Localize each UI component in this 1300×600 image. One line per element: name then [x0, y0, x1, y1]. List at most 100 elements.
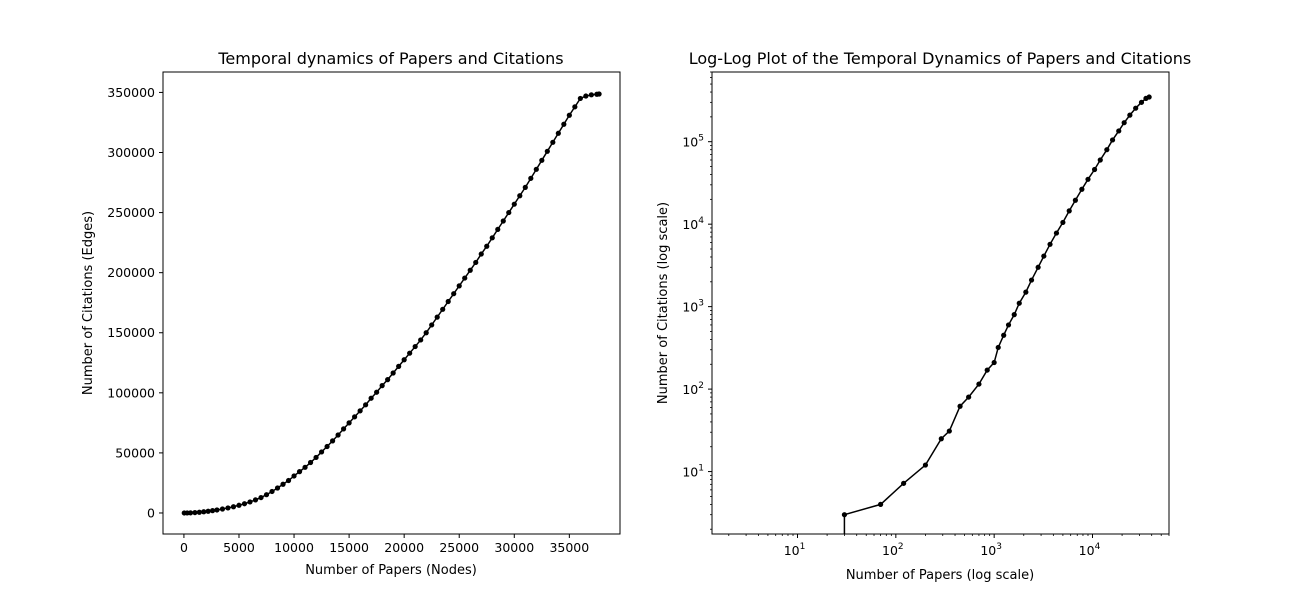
- loglog-data-point: [1097, 157, 1103, 163]
- linear-data-point: [258, 494, 264, 501]
- loglog-x-tick-exponent: 2: [898, 542, 904, 552]
- linear-data-point: [445, 298, 451, 305]
- loglog-data-point: [1001, 332, 1007, 338]
- linear-y-tick-label: 300000: [107, 145, 155, 160]
- loglog-data-point: [1109, 137, 1116, 143]
- linear-data-point: [462, 275, 468, 281]
- loglog-data-point: [1121, 120, 1127, 126]
- loglog-x-tick-base: 10: [1079, 543, 1095, 558]
- linear-data-point: [285, 477, 292, 484]
- linear-x-tick-label: 10000: [274, 540, 314, 555]
- loglog-y-tick-label: 101: [682, 464, 704, 480]
- loglog-y-tick-label: 103: [682, 299, 704, 315]
- linear-data-point: [335, 432, 341, 438]
- loglog-data-point: [1104, 147, 1110, 153]
- linear-chart-series: [181, 91, 602, 516]
- linear-data-point: [390, 370, 396, 376]
- linear-data-point: [346, 420, 352, 426]
- linear-data-point: [484, 243, 490, 249]
- linear-x-tick-label: 35000: [549, 540, 589, 555]
- linear-data-point: [340, 426, 347, 432]
- loglog-data-point: [1005, 322, 1012, 328]
- loglog-data-point: [1127, 112, 1133, 118]
- linear-data-point: [500, 218, 506, 224]
- linear-x-tick-label: 0: [180, 540, 188, 555]
- linear-data-point: [588, 92, 594, 98]
- loglog-data-point: [1028, 277, 1035, 283]
- linear-data-point: [401, 357, 407, 363]
- loglog-data-point: [1072, 197, 1078, 203]
- linear-data-point: [225, 505, 231, 511]
- linear-data-point: [478, 251, 484, 257]
- linear-data-point: [596, 91, 602, 97]
- loglog-x-tick-label: 101: [784, 542, 806, 558]
- loglog-data-point: [1035, 264, 1041, 270]
- linear-data-point: [363, 402, 369, 408]
- linear-data-point: [269, 488, 275, 495]
- linear-data-point: [274, 485, 281, 491]
- linear-x-axis-label: Number of Papers (Nodes): [305, 563, 477, 578]
- loglog-y-tick-base: 10: [682, 465, 698, 480]
- loglog-data-point: [938, 436, 944, 442]
- linear-data-point: [418, 337, 424, 343]
- loglog-data-point: [878, 501, 884, 507]
- loglog-data-point: [1016, 300, 1022, 306]
- linear-y-axis-label: Number of Citations (Edges): [81, 211, 96, 395]
- linear-data-point: [291, 473, 297, 479]
- loglog-chart: Log-Log Plot of the Temporal Dynamics of…: [656, 49, 1191, 583]
- linear-data-point: [236, 502, 242, 508]
- linear-data-point: [522, 184, 528, 190]
- loglog-data-point: [922, 462, 929, 468]
- linear-data-point: [209, 508, 216, 514]
- linear-data-point: [412, 343, 418, 350]
- linear-data-point: [280, 481, 286, 487]
- linear-data-point: [263, 492, 270, 498]
- linear-data-point: [296, 469, 303, 475]
- loglog-x-tick-label: 103: [980, 542, 1002, 558]
- loglog-x-tick-exponent: 1: [800, 542, 806, 552]
- linear-x-tick-label: 15000: [329, 540, 369, 555]
- linear-data-point: [495, 226, 501, 233]
- linear-data-point: [583, 93, 589, 99]
- loglog-data-point: [946, 428, 952, 434]
- loglog-x-tick-label: 104: [1079, 542, 1101, 558]
- linear-y-tick-label: 100000: [107, 385, 155, 400]
- linear-data-point: [528, 175, 534, 181]
- linear-data-point: [324, 443, 330, 450]
- loglog-data-point: [976, 381, 982, 387]
- linear-data-point: [407, 350, 413, 356]
- linear-data-point: [302, 464, 308, 470]
- loglog-data-point: [1133, 105, 1139, 111]
- loglog-data-point: [1060, 219, 1066, 226]
- linear-data-point: [196, 509, 202, 515]
- loglog-data-point: [1091, 166, 1098, 173]
- loglog-y-tick-label: 102: [682, 381, 704, 397]
- linear-data-point: [187, 510, 194, 516]
- loglog-data-point: [957, 403, 963, 409]
- linear-data-point: [434, 314, 440, 320]
- linear-data-point: [533, 166, 539, 172]
- linear-y-tick-label: 50000: [115, 445, 155, 460]
- loglog-data-point: [991, 359, 997, 366]
- linear-data-point: [214, 507, 220, 513]
- linear-data-point: [489, 235, 495, 241]
- linear-data-point: [396, 363, 402, 369]
- loglog-y-tick-label: 104: [682, 216, 704, 232]
- loglog-data-point: [1023, 289, 1029, 295]
- loglog-x-axis-ticks: 101 102 103 104: [728, 534, 1170, 558]
- linear-data-point: [329, 438, 336, 444]
- linear-x-axis-ticks: 0 5000 10000 15000 20000 25000 30000 35000: [180, 534, 589, 555]
- loglog-y-tick-base: 10: [682, 300, 698, 315]
- loglog-x-tick-base: 10: [882, 543, 898, 558]
- loglog-data-point: [1116, 128, 1122, 134]
- loglog-x-axis-label: Number of Papers (log scale): [846, 568, 1034, 583]
- loglog-data-point: [1138, 99, 1145, 105]
- linear-data-point: [352, 414, 358, 420]
- loglog-chart-title: Log-Log Plot of the Temporal Dynamics of…: [689, 49, 1192, 68]
- loglog-x-tick-label: 102: [882, 542, 904, 558]
- loglog-x-tick-exponent: 3: [996, 542, 1002, 552]
- loglog-y-tick-base: 10: [682, 135, 698, 150]
- linear-data-point: [201, 509, 207, 515]
